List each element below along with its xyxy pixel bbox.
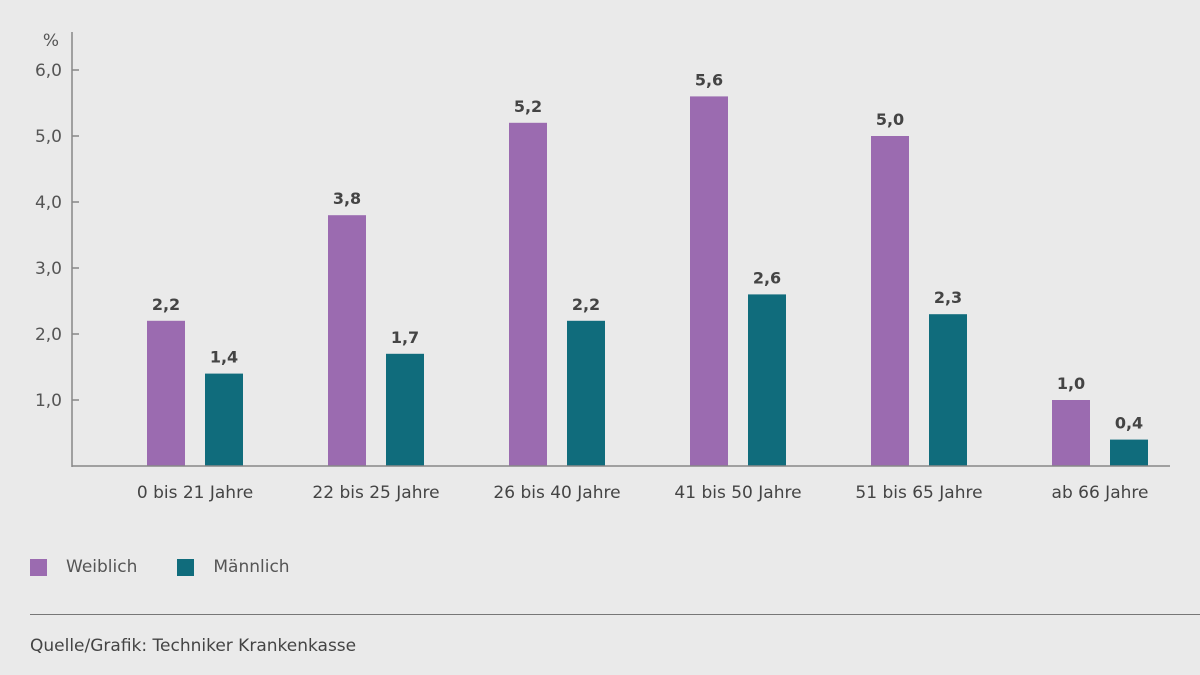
bar-weiblich bbox=[871, 136, 909, 466]
value-label-maennlich: 0,4 bbox=[1115, 414, 1143, 433]
bar-chart: % 1,0 2,0 3,0 4,0 5,0 6,0 2,2 1,4 3,8 1,7 5,2 2,2 5… bbox=[35, 31, 1170, 503]
divider bbox=[30, 614, 1200, 615]
y-tick-label: 5,0 bbox=[35, 127, 62, 147]
y-tick-label: 6,0 bbox=[35, 61, 62, 81]
value-labels: 2,2 1,4 3,8 1,7 5,2 2,2 5,6 2,6 5,0 2,3 1,0 0,4 bbox=[152, 70, 1143, 432]
source-credit: Quelle/Grafik: Techniker Krankenkasse bbox=[30, 636, 357, 656]
category-label: 41 bis 50 Jahre bbox=[674, 483, 801, 503]
bar-weiblich bbox=[509, 122, 547, 467]
bar-weiblich bbox=[690, 96, 728, 467]
legend: Weiblich Männlich bbox=[30, 557, 330, 577]
bar-weiblich bbox=[328, 215, 366, 466]
value-label-maennlich: 2,6 bbox=[753, 268, 781, 287]
y-tick-label: 4,0 bbox=[35, 193, 62, 213]
bar-maennlich bbox=[205, 373, 243, 466]
bars bbox=[147, 96, 1148, 467]
value-label-weiblich: 2,2 bbox=[152, 295, 180, 314]
y-axis-label: % bbox=[43, 31, 59, 51]
legend-label-weiblich: Weiblich bbox=[66, 557, 138, 577]
category-label: 26 bis 40 Jahre bbox=[493, 483, 620, 503]
category-label: ab 66 Jahre bbox=[1052, 483, 1149, 503]
bar-weiblich bbox=[1052, 400, 1090, 466]
value-label-maennlich: 2,3 bbox=[934, 288, 962, 307]
bar-maennlich bbox=[567, 320, 605, 466]
bar-maennlich bbox=[748, 294, 786, 466]
value-label-maennlich: 2,2 bbox=[572, 295, 600, 314]
bar-maennlich bbox=[929, 314, 967, 466]
value-label-maennlich: 1,7 bbox=[391, 328, 419, 347]
category-label: 22 bis 25 Jahre bbox=[312, 483, 439, 503]
y-tick-label: 1,0 bbox=[35, 391, 62, 411]
bar-maennlich bbox=[386, 353, 424, 466]
bar-maennlich bbox=[1110, 439, 1148, 466]
y-axis-ticks: 1,0 2,0 3,0 4,0 5,0 6,0 bbox=[35, 61, 79, 411]
category-label: 51 bis 65 Jahre bbox=[855, 483, 982, 503]
legend-item-weiblich: Weiblich bbox=[30, 557, 137, 577]
legend-swatch-maennlich bbox=[177, 558, 195, 576]
value-label-maennlich: 1,4 bbox=[210, 348, 238, 367]
category-labels: 0 bis 21 Jahre 22 bis 25 Jahre 26 bis 40 J… bbox=[137, 483, 1149, 503]
category-label: 0 bis 21 Jahre bbox=[137, 483, 253, 503]
value-label-weiblich: 3,8 bbox=[333, 189, 361, 208]
y-tick-label: 3,0 bbox=[35, 259, 62, 279]
value-label-weiblich: 1,0 bbox=[1057, 374, 1085, 393]
bar-weiblich bbox=[147, 320, 185, 466]
legend-item-maennlich: Männlich bbox=[177, 557, 290, 577]
legend-swatch-weiblich bbox=[30, 558, 47, 576]
value-label-weiblich: 5,2 bbox=[514, 97, 542, 116]
legend-label-maennlich: Männlich bbox=[213, 557, 290, 577]
value-label-weiblich: 5,0 bbox=[876, 110, 904, 129]
y-tick-label: 2,0 bbox=[35, 325, 62, 345]
value-label-weiblich: 5,6 bbox=[695, 70, 723, 89]
